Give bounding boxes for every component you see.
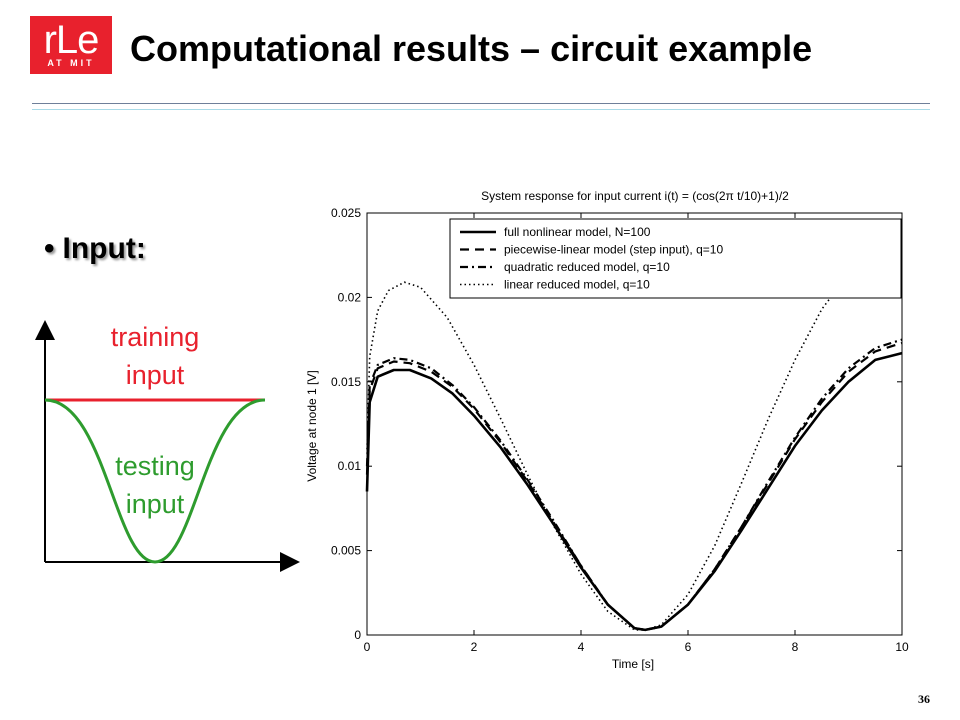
series-line-1 xyxy=(365,351,903,632)
title-divider-accent xyxy=(32,109,930,110)
y-tick-label: 0.02 xyxy=(338,290,362,304)
y-tick-label: 0.01 xyxy=(338,459,362,473)
response-chart: System response for input current i(t) =… xyxy=(305,189,909,671)
series-line-2 xyxy=(365,341,903,631)
logo-sub-text: AT MIT xyxy=(47,58,95,68)
rle-logo: rLe AT MIT xyxy=(30,16,112,74)
legend-label-2: piecewise-linear model (step input), q=1… xyxy=(504,243,723,257)
chart-ylabel: Voltage at node 1 [V] xyxy=(305,370,319,481)
testing-input-label: testing input xyxy=(115,451,195,519)
x-tick-label: 2 xyxy=(471,640,478,654)
slide-number: 36 xyxy=(918,692,930,706)
chart-xlabel: Time [s] xyxy=(612,657,654,671)
x-tick-label: 8 xyxy=(792,640,799,654)
bullet-text: Input: xyxy=(62,232,146,265)
x-tick-label: 4 xyxy=(578,640,585,654)
x-tick-label: 0 xyxy=(364,640,371,654)
x-tick-label: 10 xyxy=(895,640,909,654)
y-tick-label: 0 xyxy=(354,628,361,642)
legend-label-1: full nonlinear model, N=100 xyxy=(504,225,651,239)
training-input-label: training input xyxy=(110,322,200,390)
chart-title: System response for input current i(t) =… xyxy=(481,189,789,203)
plot-frame xyxy=(366,212,903,636)
y-tick-label: 0.015 xyxy=(331,375,361,389)
legend-label-3: quadratic reduced model, q=10 xyxy=(504,260,670,274)
series-line-4 xyxy=(366,244,903,631)
logo-main-text: rLe xyxy=(43,18,100,62)
bullet-dot: • xyxy=(44,232,55,265)
title-divider xyxy=(32,103,930,104)
testing-input-curve xyxy=(44,398,266,564)
slide-title: Computational results – circuit example xyxy=(130,28,813,69)
series-line-3 xyxy=(365,338,903,631)
x-tick-label: 6 xyxy=(685,640,692,654)
legend-box xyxy=(449,218,902,299)
y-tick-label: 0.025 xyxy=(331,206,361,220)
y-tick-label: 0.005 xyxy=(331,544,361,558)
input-bullet: • Input: xyxy=(44,232,146,266)
legend-label-4: linear reduced model, q=10 xyxy=(504,278,650,292)
